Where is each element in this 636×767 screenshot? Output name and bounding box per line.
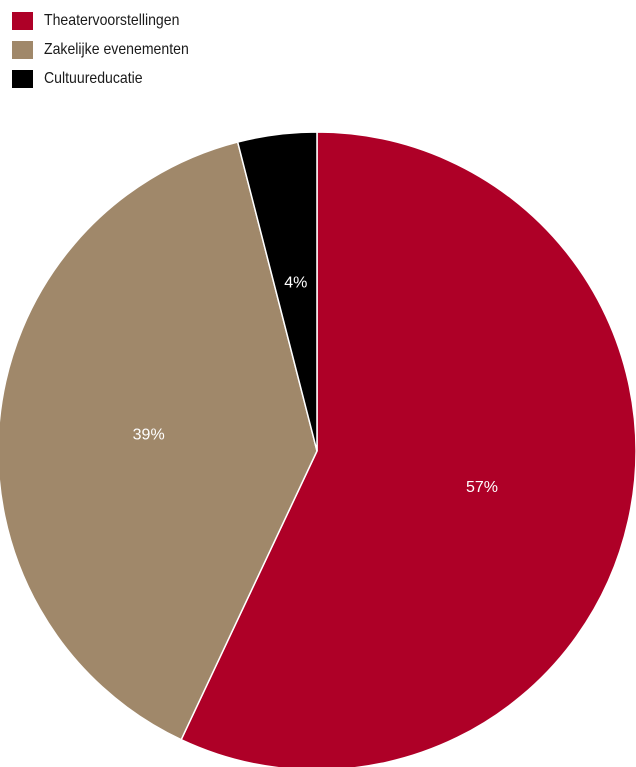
pie-slices bbox=[0, 131, 636, 767]
pie-slice-cultuureducatie bbox=[236, 131, 318, 452]
legend-label-zakelijke-evenementen: Zakelijke evenementen bbox=[44, 41, 189, 58]
pie-slice-labels: 57% 39% 4% bbox=[133, 274, 498, 496]
legend-swatch-cultuureducatie bbox=[12, 70, 33, 88]
pie-slice-zakelijke-evenementen bbox=[0, 141, 318, 741]
legend-item-theatervoorstellingen: Theatervoorstellingen bbox=[12, 8, 312, 34]
pie-slice-label-theatervoorstellingen: 57% bbox=[466, 479, 498, 496]
pie-slice-theatervoorstellingen bbox=[180, 131, 636, 767]
legend-label-cultuureducatie: Cultuureducatie bbox=[44, 70, 143, 87]
pie-slice-label-cultuureducatie: 4% bbox=[284, 274, 307, 291]
legend-swatch-zakelijke-evenementen bbox=[12, 41, 33, 59]
legend-label-theatervoorstellingen: Theatervoorstellingen bbox=[44, 12, 180, 29]
chart-legend: Theatervoorstellingen Zakelijke evenemen… bbox=[12, 8, 312, 95]
legend-item-cultuureducatie: Cultuureducatie bbox=[12, 66, 312, 92]
pie-slice-label-zakelijke-evenementen: 39% bbox=[133, 426, 165, 443]
legend-swatch-theatervoorstellingen bbox=[12, 12, 33, 30]
legend-item-zakelijke-evenementen: Zakelijke evenementen bbox=[12, 37, 312, 63]
